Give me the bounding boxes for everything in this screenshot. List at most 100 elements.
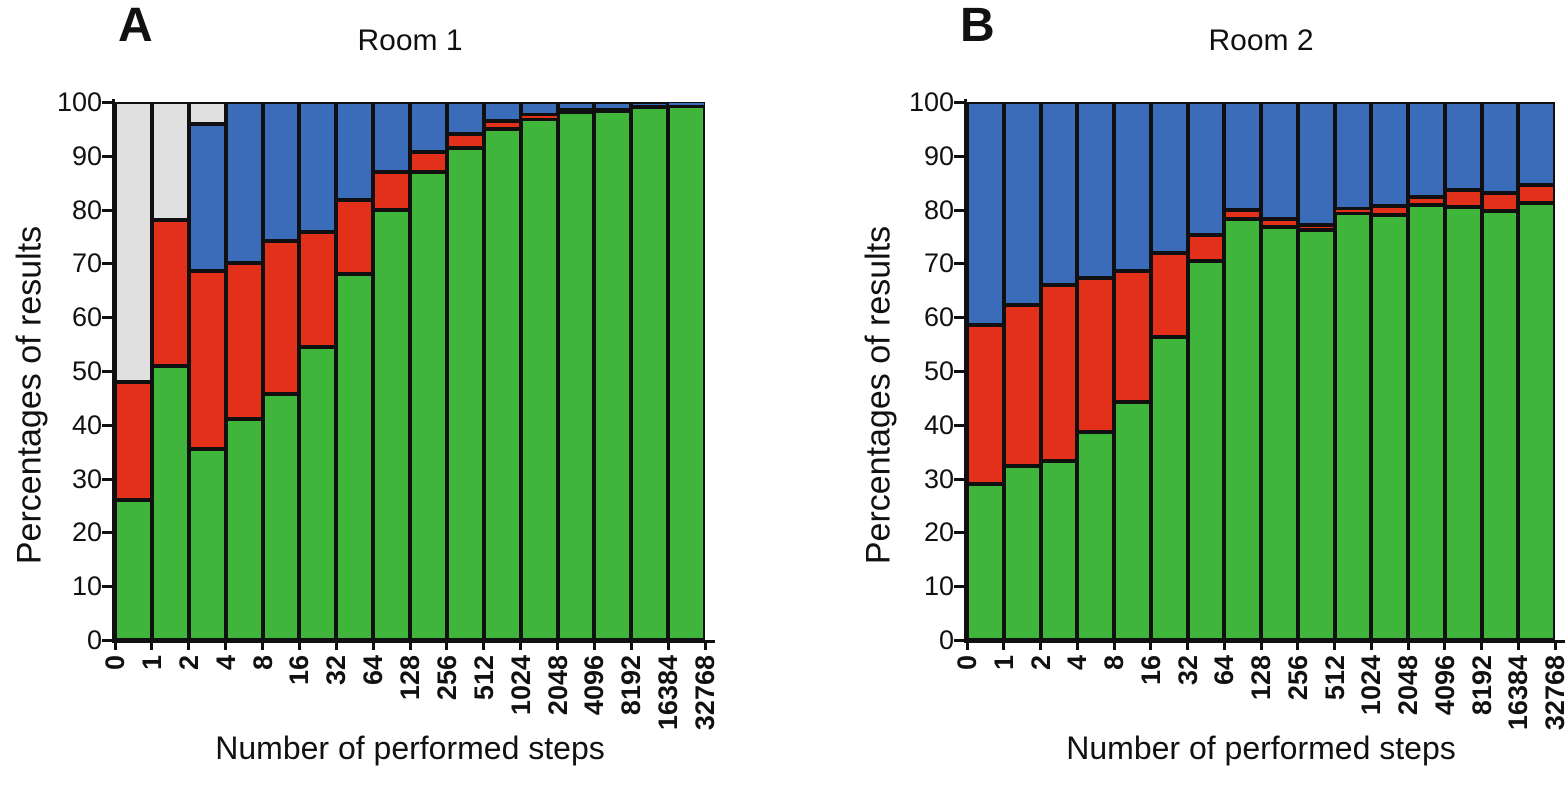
y-tick-label: 80 <box>71 194 102 225</box>
bar-segment-green <box>1224 219 1261 640</box>
bar-segment-green <box>631 107 669 640</box>
x-tick-mark <box>1333 643 1336 650</box>
y-tick-label: 100 <box>56 87 102 117</box>
bar-segment-green <box>373 209 410 640</box>
bar-segment-red <box>1334 208 1372 214</box>
bar-segment-green <box>483 128 521 640</box>
bar-segment-blue <box>188 123 226 272</box>
bar-segment-red <box>151 220 189 366</box>
bar-segment-red <box>1187 234 1225 261</box>
y-tick-mark <box>954 262 964 266</box>
bar-segment-red <box>483 120 521 129</box>
bar-segment-blue <box>1518 102 1555 186</box>
bar-segment-green <box>1150 336 1188 640</box>
y-tick-mark <box>954 585 964 589</box>
x-tick-label: 4096 <box>1429 655 1460 716</box>
x-tick-mark <box>1443 643 1447 650</box>
y-tick-mark <box>102 639 112 642</box>
y-tick-label: 10 <box>923 571 954 602</box>
bar-segment-red <box>967 324 1004 484</box>
x-tick-mark <box>334 643 338 650</box>
bar-segment-green <box>1187 260 1225 640</box>
x-tick-label: 64 <box>358 655 389 686</box>
x-axis-line <box>964 640 1565 643</box>
bar-segment-blue <box>1150 102 1188 253</box>
x-tick-mark <box>1222 643 1226 650</box>
x-tick-mark <box>445 643 449 650</box>
x-tick-label: 8192 <box>616 655 647 716</box>
bar-segment-red <box>373 171 410 210</box>
bar-segment-red <box>225 263 263 420</box>
x-tick-mark <box>1369 643 1373 650</box>
y-tick-mark <box>102 477 112 481</box>
bar-segment-red <box>336 200 374 275</box>
bar-segment-green <box>336 274 374 640</box>
x-tick-mark <box>113 643 117 650</box>
y-tick-label: 30 <box>71 463 102 494</box>
bar-segment-blue <box>631 102 669 108</box>
x-tick-mark <box>261 643 264 650</box>
x-tick-label: 2048 <box>542 655 573 716</box>
bar-segment-gray <box>115 102 152 382</box>
x-tick-label: 128 <box>395 655 425 701</box>
bar-segment-red <box>1114 270 1151 403</box>
bar-segment-green <box>668 106 705 640</box>
y-tick-mark <box>102 423 112 427</box>
panel-b-x-axis-title: Number of performed steps <box>1066 730 1456 766</box>
y-tick-mark <box>954 208 964 212</box>
x-tick-mark <box>1039 643 1042 650</box>
x-tick-mark <box>592 643 596 650</box>
bar-segment-red <box>1297 224 1335 231</box>
bar-segment-green <box>520 119 558 640</box>
y-tick-label: 60 <box>923 302 954 333</box>
x-tick-label: 512 <box>468 655 499 701</box>
x-tick-mark <box>965 643 969 650</box>
bar-segment-gray <box>188 102 226 124</box>
y-tick-mark <box>102 154 112 158</box>
bar-segment-blue <box>225 102 263 264</box>
bar-segment-green <box>299 346 337 640</box>
bar-segment-green <box>1371 214 1408 640</box>
x-tick-mark <box>1480 643 1483 650</box>
bar-segment-blue <box>299 102 337 233</box>
bar-segment-red <box>1408 196 1445 205</box>
x-tick-label: 4096 <box>579 655 610 716</box>
x-tick-mark <box>297 643 301 650</box>
bar-segment-blue <box>1261 102 1298 219</box>
bar-segment-red <box>446 134 484 149</box>
x-tick-label: 4 <box>210 655 241 671</box>
bar-segment-green <box>410 171 447 640</box>
x-axis-line <box>112 640 715 643</box>
x-tick-label: 1024 <box>1356 655 1387 716</box>
bar-segment-red <box>1224 209 1261 220</box>
x-tick-mark <box>371 643 375 650</box>
x-tick-mark <box>408 643 412 650</box>
panel-a-label: A <box>118 0 153 52</box>
bar-segment-blue <box>336 102 374 201</box>
y-tick-label: 20 <box>71 517 102 548</box>
bar-segment-green <box>151 365 189 640</box>
bar-segment-green <box>1408 204 1445 640</box>
y-tick-mark <box>102 316 112 320</box>
bar-segment-green <box>1114 402 1151 640</box>
x-tick-label: 1024 <box>505 655 536 716</box>
x-tick-label: 32768 <box>1540 655 1568 731</box>
y-tick-mark <box>954 477 964 481</box>
x-tick-mark <box>1149 643 1153 650</box>
x-tick-label: 32768 <box>690 655 720 731</box>
y-tick-mark <box>102 531 112 535</box>
y-axis-line <box>112 99 115 643</box>
y-tick-label: 100 <box>908 87 954 117</box>
bar-segment-blue <box>1408 102 1445 197</box>
x-tick-label: 16384 <box>1503 655 1534 731</box>
x-tick-label: 0 <box>100 655 130 671</box>
bar-segment-green <box>1003 465 1041 640</box>
x-tick-mark <box>703 643 707 650</box>
x-tick-mark <box>666 643 670 650</box>
bar-segment-blue <box>594 102 632 110</box>
bar-segment-blue <box>262 102 300 241</box>
bar-segment-red <box>1150 252 1188 337</box>
x-tick-mark <box>1002 643 1006 650</box>
x-tick-mark <box>1075 643 1079 650</box>
